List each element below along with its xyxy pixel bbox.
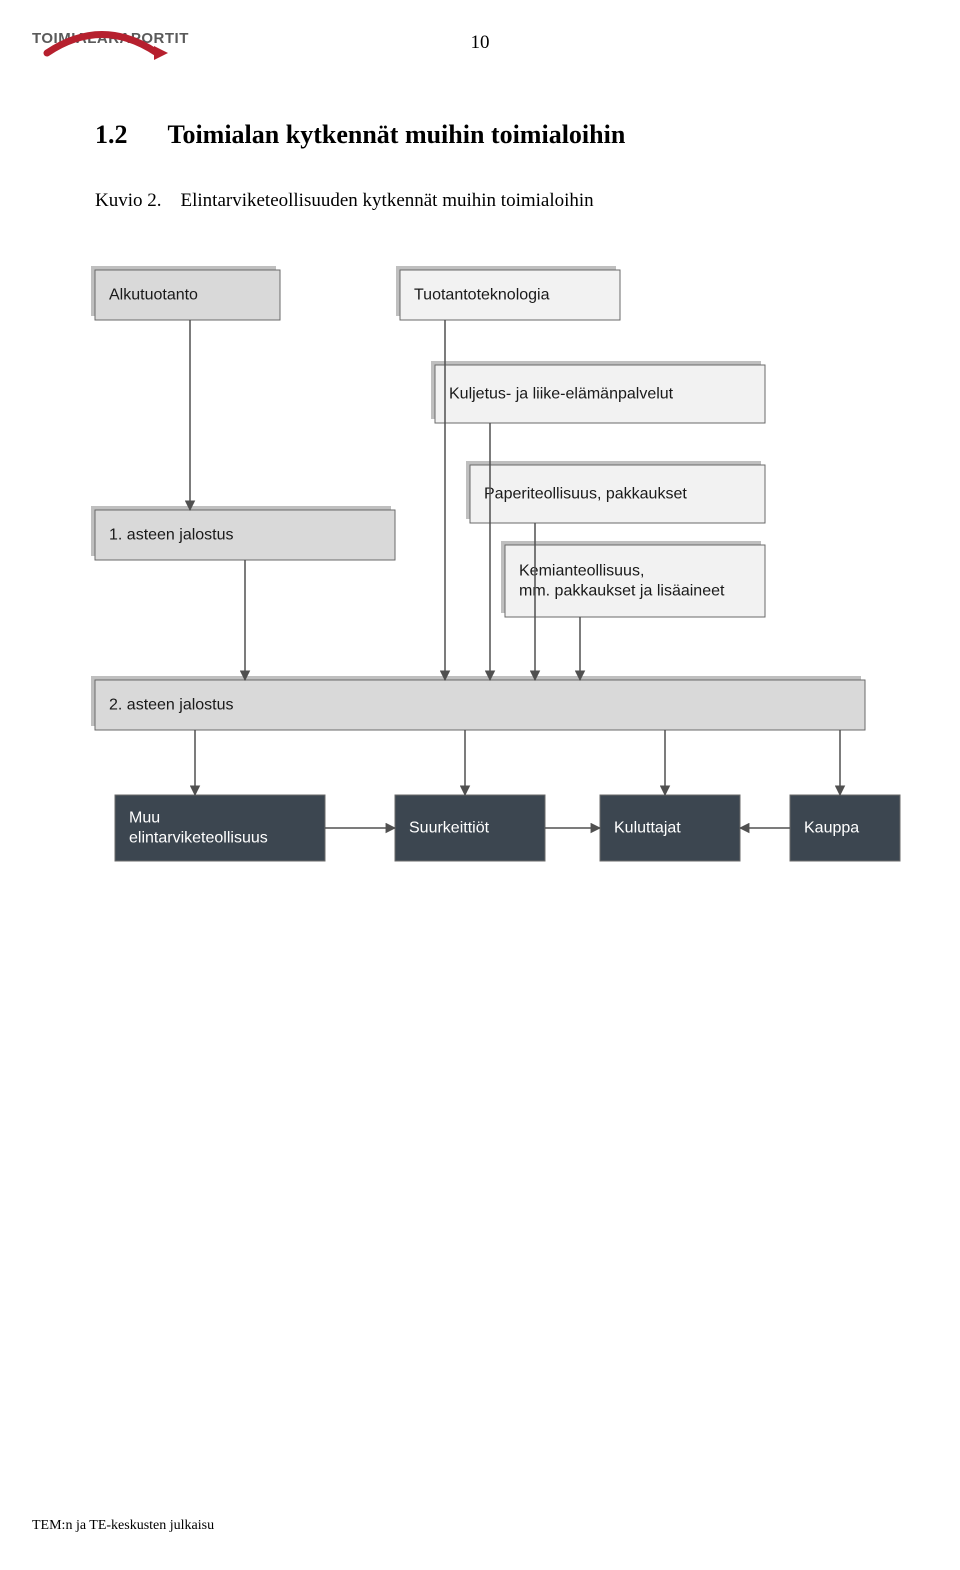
node-label: Paperiteollisuus, pakkaukset (484, 485, 687, 502)
node-label: Alkutuotanto (109, 286, 198, 303)
page: TOIMIALARAPORTIT 10 1.2 Toimialan kytkenn… (0, 0, 960, 1570)
node-label: Suurkeittiöt (409, 819, 490, 836)
section-title-text: Toimialan kytkennät muihin toimialoihin (168, 120, 626, 149)
node-label: 2. asteen jalostus (109, 696, 234, 713)
page-number: 10 (471, 32, 490, 54)
node-label: Kauppa (804, 819, 859, 836)
figure-caption: Kuvio 2. Elintarviketeollisuuden kytkenn… (95, 190, 594, 212)
section-heading: 1.2 Toimialan kytkennät muihin toimialoih… (95, 120, 625, 150)
caption-label: Kuvio 2. (95, 190, 162, 211)
logo: TOIMIALARAPORTIT (32, 28, 189, 47)
node-label: Tuotantoteknologia (414, 286, 550, 303)
node-label: elintarviketeollisuus (129, 829, 268, 846)
flowchart-diagram: Alkutuotanto Tuotantoteknologia Kuljetus- … (0, 250, 960, 950)
node-label: Kuljetus- ja liike-elämänpalvelut (449, 385, 674, 402)
node-label: Kemianteollisuus, (519, 562, 644, 579)
node-label: 1. asteen jalostus (109, 526, 234, 543)
caption-text: Elintarviketeollisuuden kytkennät muihin… (181, 190, 594, 211)
node-label: Kuluttajat (614, 819, 681, 836)
page-footer: TEM:n ja TE-keskusten julkaisu (32, 1518, 214, 1534)
node-label: Muu (129, 809, 160, 826)
section-number: 1.2 (95, 120, 128, 150)
node-label: mm. pakkaukset ja lisäaineet (519, 582, 725, 599)
